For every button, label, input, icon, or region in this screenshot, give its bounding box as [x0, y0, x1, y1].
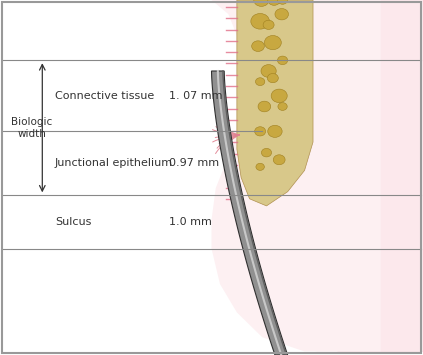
Circle shape [254, 0, 269, 6]
Text: 0.97 mm: 0.97 mm [169, 158, 219, 168]
Circle shape [251, 13, 269, 29]
Polygon shape [212, 71, 288, 355]
Circle shape [268, 0, 280, 5]
Circle shape [255, 127, 266, 136]
Circle shape [261, 65, 276, 77]
Polygon shape [237, 0, 313, 206]
Circle shape [277, 0, 288, 4]
Polygon shape [203, 0, 381, 351]
Circle shape [273, 155, 285, 165]
Circle shape [256, 163, 264, 170]
Circle shape [267, 73, 278, 83]
Circle shape [277, 56, 288, 65]
Circle shape [278, 103, 287, 110]
Polygon shape [203, 0, 423, 351]
Circle shape [275, 9, 288, 20]
Text: Biologic
width: Biologic width [11, 116, 52, 139]
Circle shape [268, 125, 282, 137]
Polygon shape [203, 0, 423, 351]
Circle shape [258, 101, 271, 112]
Circle shape [255, 78, 265, 86]
Text: 1. 07 mm: 1. 07 mm [169, 91, 222, 101]
Text: Sulcus: Sulcus [55, 217, 91, 227]
Text: 1.0 mm: 1.0 mm [169, 217, 212, 227]
Circle shape [271, 89, 287, 103]
Polygon shape [220, 0, 423, 348]
Circle shape [264, 36, 281, 50]
Circle shape [263, 20, 274, 29]
Circle shape [261, 148, 272, 157]
Circle shape [252, 41, 264, 51]
Text: Junctional epithelium: Junctional epithelium [55, 158, 173, 168]
Text: Connective tissue: Connective tissue [55, 91, 154, 101]
